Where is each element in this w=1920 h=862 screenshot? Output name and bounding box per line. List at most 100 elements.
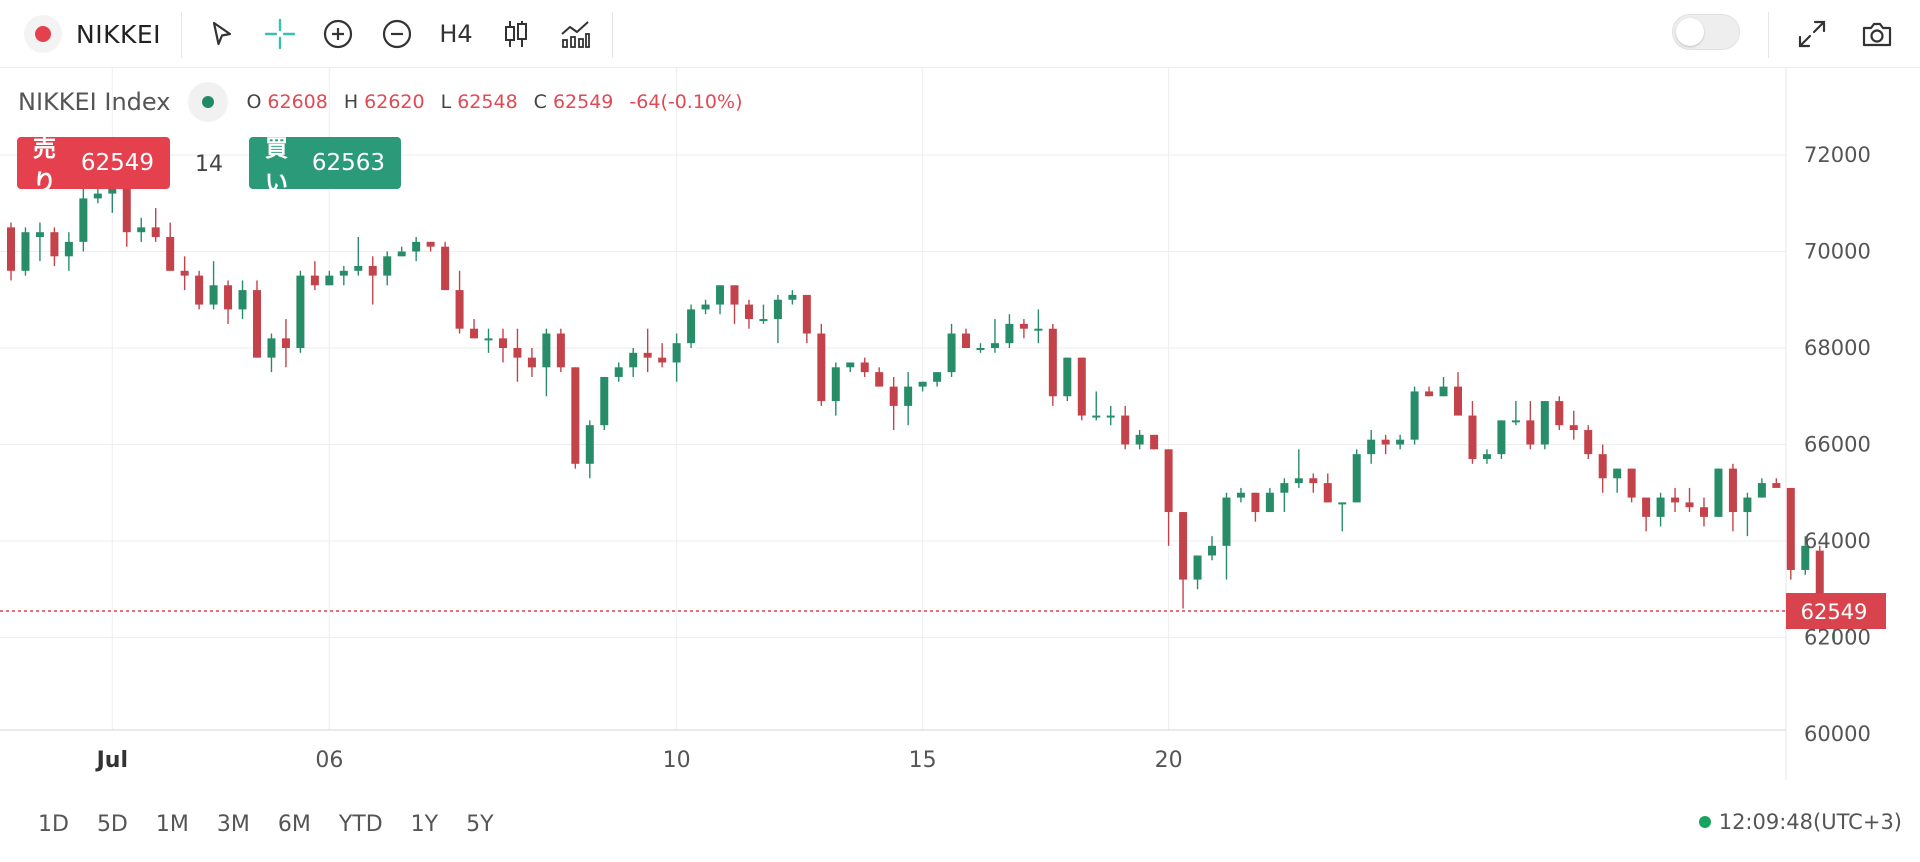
candle-body [50, 232, 59, 257]
last-price-tag [1786, 593, 1886, 630]
range-1y[interactable]: 1Y [410, 812, 439, 837]
crosshair-icon [264, 18, 296, 50]
candle-body [658, 357, 667, 363]
x-tick-label: 20 [1155, 748, 1183, 773]
candle-body [1598, 454, 1607, 479]
low-label: L [440, 91, 452, 113]
candle-body [947, 333, 956, 373]
x-axis: Jul 06 10 15 20 [95, 748, 1183, 773]
candle-body [224, 285, 233, 310]
candle-body [614, 367, 623, 377]
range-selector: 1D 5D 1M 3M 6M YTD 1Y 5Y [24, 808, 508, 842]
y-tick-label: 62000 [1804, 626, 1871, 650]
fullscreen-button[interactable] [1792, 14, 1832, 54]
timeframe-button[interactable]: H4 [436, 14, 476, 54]
y-tick-label: 60000 [1804, 722, 1871, 746]
sell-button[interactable]: 売り 62549 [17, 136, 170, 196]
buy-label: 買い [265, 136, 288, 196]
zoom-in-button[interactable] [318, 14, 358, 54]
range-3m[interactable]: 3M [216, 812, 250, 837]
ohlc-legend: NIKKEI Index O 62608 H 62620 L 62548 C 62549… [18, 82, 752, 122]
range-5d[interactable]: 5D [96, 812, 128, 837]
candle-body [484, 338, 493, 341]
low-value: 62548 [457, 91, 518, 113]
candle-body [1236, 492, 1245, 498]
range-1m[interactable]: 1M [155, 812, 189, 837]
candle-body [1511, 420, 1520, 423]
open-value: 62608 [267, 91, 328, 113]
candle-body [1092, 415, 1101, 418]
candle-body [1179, 512, 1188, 580]
candle-body [325, 275, 334, 286]
candle-body [412, 241, 421, 252]
buy-button[interactable]: 買い 62563 [249, 136, 401, 196]
sell-price: 62549 [80, 150, 154, 176]
candle-body [904, 386, 913, 406]
candle-body [1381, 439, 1390, 445]
candle-body [802, 294, 811, 334]
zoom-out-button[interactable] [377, 14, 417, 54]
candle-body [933, 372, 942, 382]
symbol-selector[interactable]: NIKKEI [24, 14, 161, 54]
candle-body [672, 343, 681, 363]
candle-body [1671, 497, 1680, 503]
x-tick-label: 10 [663, 748, 691, 773]
crosshair-tool-button[interactable] [260, 14, 300, 54]
market-status-dot[interactable] [188, 82, 229, 122]
candle-body [397, 251, 406, 257]
candle-body [976, 348, 985, 350]
candle-body [687, 309, 696, 344]
candle-series [7, 169, 1868, 643]
candle-body [1757, 483, 1766, 498]
toolbar-divider [1768, 12, 1769, 58]
candle-body [918, 381, 927, 387]
sell-label: 売り [33, 136, 56, 196]
range-ytd[interactable]: YTD [338, 812, 383, 837]
range-5y[interactable]: 5Y [466, 812, 494, 837]
candle-body [1265, 492, 1274, 513]
candle-body [1425, 391, 1434, 397]
candle-body [846, 362, 855, 368]
y-axis: 60000 62000 64000 66000 68000 70000 72000 [1804, 143, 1871, 746]
candle-body [1294, 478, 1303, 484]
candle-body [1323, 483, 1332, 503]
candle-body [339, 270, 348, 276]
theme-toggle[interactable] [1672, 14, 1740, 50]
candle-body [426, 241, 435, 247]
candle-body [1005, 323, 1014, 344]
last-price-tag-label: 62549 [1801, 600, 1868, 624]
candle-body [21, 232, 30, 271]
chart-grid [0, 68, 1787, 780]
candle-body [1801, 545, 1810, 570]
screenshot-button[interactable] [1857, 14, 1897, 54]
candle-body [1367, 439, 1376, 455]
candle-body [1338, 502, 1347, 505]
pointer-tool-button[interactable] [202, 14, 242, 54]
candle-body [470, 328, 479, 339]
candle-body [1135, 434, 1144, 445]
candle-body [1728, 468, 1737, 513]
range-1d[interactable]: 1D [38, 812, 69, 837]
chart-type-button[interactable] [496, 14, 536, 54]
candle-body [1569, 425, 1578, 431]
indicators-button[interactable] [555, 14, 595, 54]
candle-body [1019, 323, 1028, 329]
range-6m[interactable]: 6M [277, 812, 311, 837]
candle-body [773, 299, 782, 320]
candle-body [35, 232, 44, 238]
price-chart[interactable]: 62549 60000 62000 64000 66000 68000 70000 7200… [0, 68, 1920, 780]
last-price-line: 62549 [0, 593, 1886, 630]
pointer-icon [212, 21, 232, 46]
candle-body [1034, 328, 1043, 331]
candle-body [1584, 430, 1593, 455]
candle-body [209, 285, 218, 305]
y-tick-label: 72000 [1804, 143, 1871, 167]
candlestick-icon [505, 21, 527, 47]
close-value: 62549 [552, 91, 614, 113]
close-label: C [533, 91, 547, 113]
candle-body [1613, 468, 1622, 479]
candle-body [64, 241, 73, 257]
candle-body [600, 376, 609, 426]
candle-body [1193, 555, 1202, 580]
candle-body [166, 237, 175, 271]
